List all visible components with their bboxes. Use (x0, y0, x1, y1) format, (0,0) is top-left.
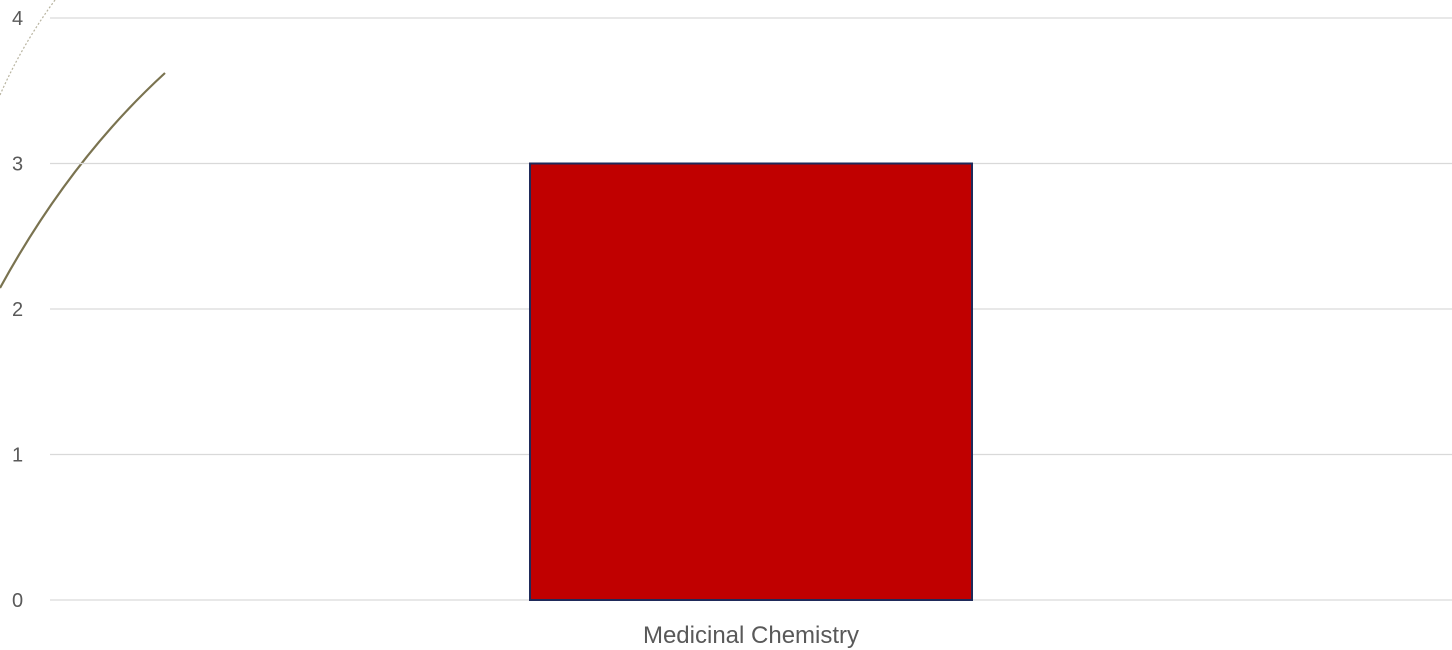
y-tick-label: 2 (12, 299, 23, 321)
bar-medicinal-chemistry (529, 162, 973, 601)
decorative-curve (0, 72, 166, 289)
decorative-swoosh (0, 0, 166, 289)
y-tick-label: 0 (12, 590, 23, 612)
y-tick-label: 3 (12, 154, 23, 176)
bars (529, 162, 973, 601)
y-tick-label: 1 (12, 445, 23, 467)
y-tick-label: 4 (12, 8, 23, 30)
y-axis-tick-labels: 0 1 2 3 4 (12, 8, 23, 612)
decorative-faint-curve (0, 0, 56, 96)
x-category-label: Medicinal Chemistry (643, 622, 859, 649)
x-axis-category-labels: Medicinal Chemistry (643, 622, 859, 649)
